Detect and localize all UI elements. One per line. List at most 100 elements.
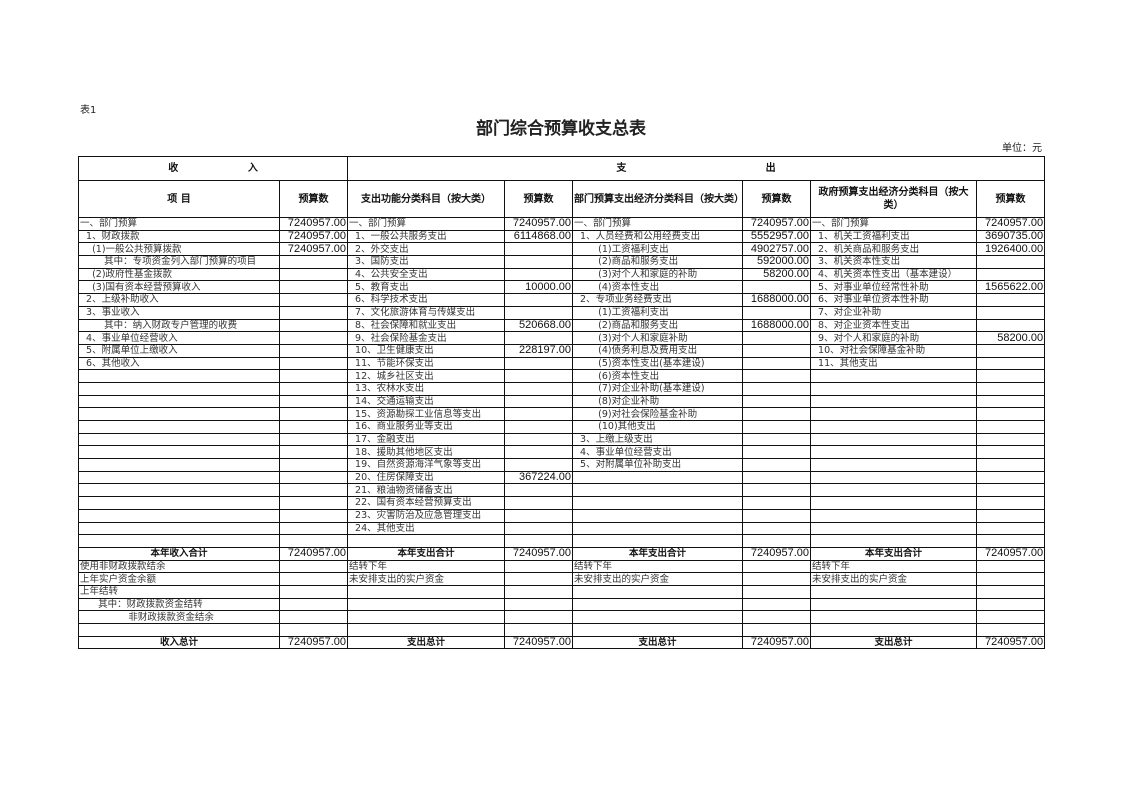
income-item-cell: 4、事业单位经营收入 [78,331,280,345]
income-amount-cell [278,318,349,333]
table-row: (2)政府性基金拨款 4、公共安全支出 (3)对个人和家庭的补助 58200.00… [78,267,1046,282]
table-row: 上年实户资金余额 未安排支出的实户资金 未安排支出的实户资金 未安排支出的实户资金 [78,572,1046,586]
dept-econ-amount-cell [742,394,812,409]
function-item-cell: 18、援助其他地区支出 [347,445,506,460]
gov-econ-item-cell: 一、部门预算 [810,217,978,231]
function-item-cell: 10、卫生健康支出 [347,343,506,358]
function-amount-cell: 6114868.00 [504,229,574,244]
income-amount-cell: 7240957.00 [278,242,349,257]
dept-econ-item-cell [572,470,744,485]
dept-econ-item-cell: (1)工资福利支出 [572,242,744,257]
function-amount-cell: 228197.00 [504,343,574,358]
income-item-cell [78,381,280,396]
dept-econ-amount-cell: 592000.00 [742,255,812,269]
dept-econ-amount-cell [742,381,812,396]
table-row: (1)一般公共预算拨款 7240957.00 2、外交支出 (1)工资福利支出 49… [78,242,1046,257]
gov-econ-amount-cell [976,305,1046,320]
gov-econ-item-cell: 10、对社会保障基金补助 [810,343,978,358]
income-amount-cell [278,458,349,472]
income-item-cell: 其中：财政拨款资金结转 [78,597,280,612]
table-row: 1、财政拨款 7240957.00 1、一般公共服务支出 6114868.00 1、… [78,229,1046,244]
table-row: 收入总计 7240957.00 支出总计 7240957.00 支出总计 7240957.… [78,635,1046,650]
function-item-cell: 24、其他支出 [347,521,506,536]
function-amount-cell [504,445,574,460]
dept-econ-item-cell: 支出总计 [572,635,744,650]
gov-econ-amount-cell [976,584,1046,599]
table-row: 其中：专项资金列入部门预算的项目 3、国防支出 (2)商品和服务支出 592000… [78,255,1046,269]
table-row: 6、其他收入 11、节能环保支出 (5)资本性支出(基本建设) 11、其他支出 [78,356,1046,371]
gov-econ-item-cell [810,394,978,409]
gov-econ-item-cell: 3、机关资本性支出 [810,255,978,269]
income-item-cell: (3)国有资本经营预算收入 [78,280,280,295]
table-row: 一、部门预算 7240957.00 一、部门预算 7240957.00 一、部门预算 72… [78,217,1046,231]
income-item-cell: 6、其他收入 [78,356,280,371]
gov-econ-amount-cell: 1565622.00 [976,280,1046,295]
table-row: 20、住房保障支出 367224.00 [78,470,1046,485]
table-row: 上年结转 [78,584,1046,599]
function-amount-cell [504,597,574,612]
function-amount-cell [504,559,574,574]
dept-econ-amount-cell [742,331,812,345]
dept-econ-item-cell: 4、事业单位经营支出 [572,445,744,460]
gov-econ-item-cell: 2、机关商品和服务支出 [810,242,978,257]
dept-econ-amount-cell [742,610,812,624]
table-row: 17、金融支出 3、上缴上级支出 [78,432,1046,447]
income-amount-cell: 7240957.00 [278,217,349,231]
gov-econ-amount-cell [976,610,1046,624]
gov-econ-item-cell: 支出总计 [810,635,978,650]
function-item-cell: 16、商业服务业等支出 [347,420,506,434]
income-item-cell: 其中：专项资金列入部门预算的项目 [78,255,280,269]
gov-econ-item-cell [810,420,978,434]
column-header-dept-econ-item: 部门预算支出经济分类科目（按大类） [572,180,744,218]
table-row: 15、资源勘探工业信息等支出 (9)对社会保险基金补助 [78,407,1046,421]
function-amount-cell [504,483,574,498]
income-item-cell [78,420,280,434]
function-item-cell [347,534,506,548]
dept-econ-item-cell [572,584,744,599]
gov-econ-item-cell: 4、机关资本性支出（基本建设） [810,267,978,282]
gov-econ-item-cell [810,458,978,472]
function-amount-cell [504,305,574,320]
table-row: 其中：财政拨款资金结转 [78,597,1046,612]
function-item-cell [347,610,506,624]
function-item-cell: 22、国有资本经营预算支出 [347,496,506,510]
function-amount-cell [504,584,574,599]
income-item-cell: 收入总计 [78,635,280,650]
dept-econ-amount-cell: 58200.00 [742,267,812,282]
income-amount-cell: 7240957.00 [278,635,349,650]
function-item-cell: 支出总计 [347,635,506,650]
dept-econ-amount-cell: 7240957.00 [742,217,812,231]
gov-econ-amount-cell [976,369,1046,383]
dept-econ-item-cell: 3、上缴上级支出 [572,432,744,447]
income-amount-cell [278,572,349,586]
dept-econ-item-cell: (3)对个人和家庭的补助 [572,267,744,282]
income-amount-cell [278,508,349,523]
dept-econ-amount-cell [742,572,812,586]
income-item-cell [78,483,280,498]
table-tag: 表1 [80,105,97,116]
gov-econ-item-cell: 1、机关工资福利支出 [810,229,978,244]
function-item-cell: 15、资源勘探工业信息等支出 [347,407,506,421]
table-row: 4、事业单位经营收入 9、社会保险基金支出 (3)对个人和家庭补助 9、对个人和… [78,331,1046,345]
gov-econ-item-cell [810,445,978,460]
function-item-cell: 本年支出合计 [347,546,506,561]
income-amount-cell [278,584,349,599]
gov-econ-amount-cell [976,521,1046,536]
function-item-cell: 11、节能环保支出 [347,356,506,371]
dept-econ-item-cell: 未安排支出的实户资金 [572,572,744,586]
gov-econ-amount-cell [976,483,1046,498]
income-item-cell [78,496,280,510]
dept-econ-amount-cell: 1688000.00 [742,293,812,307]
function-item-cell [347,623,506,637]
function-item-cell: 8、社会保障和就业支出 [347,318,506,333]
function-item-cell: 12、城乡社区支出 [347,369,506,383]
gov-econ-amount-cell [976,432,1046,447]
income-item-cell [78,521,280,536]
function-amount-cell [504,534,574,548]
table-row: 其中：纳入财政专户管理的收费 8、社会保障和就业支出 520668.00 (2)商… [78,318,1046,333]
budget-summary-table: 收 入 支 出 项 目预算数 支出功能分类科目（按大类） 预算数 部门预算支出经济分类… [77,156,1046,650]
dept-econ-amount-cell [742,305,812,320]
dept-econ-item-cell: (10)其他支出 [572,420,744,434]
dept-econ-item-cell [572,483,744,498]
income-amount-cell [278,394,349,409]
